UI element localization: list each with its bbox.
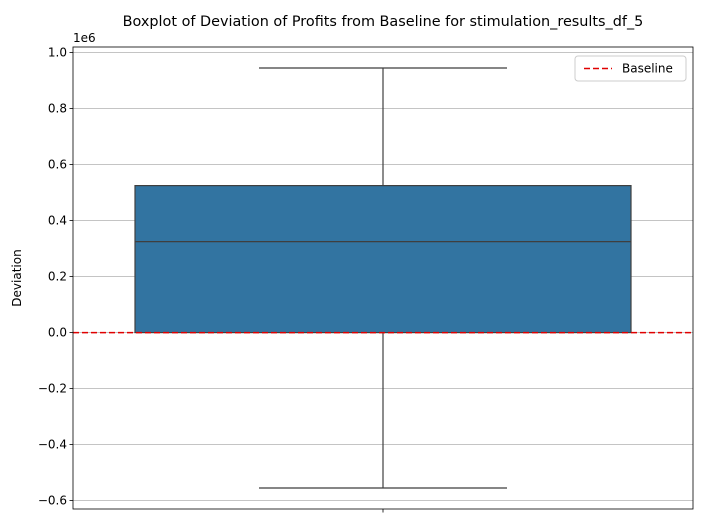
legend-entry-baseline: Baseline — [622, 62, 673, 76]
y-tick-label: −0.6 — [38, 494, 67, 508]
y-axis-label: Deviation — [10, 249, 24, 306]
legend-frame — [574, 55, 687, 82]
legend: Baseline — [574, 55, 687, 82]
boxplot — [134, 67, 632, 489]
y-tick-label: 0.0 — [48, 326, 67, 340]
y-tick-label: −0.2 — [38, 382, 67, 396]
y-tick-label: −0.4 — [38, 438, 67, 452]
y-offset-label: 1e6 — [73, 31, 96, 45]
box-iqr — [134, 185, 632, 334]
y-tick-label: 1.0 — [48, 46, 67, 60]
y-tick-label: 0.6 — [48, 158, 67, 172]
y-tick-label: 0.2 — [48, 270, 67, 284]
chart-title: Boxplot of Deviation of Profits from Bas… — [123, 14, 644, 30]
y-tick-label: 0.8 — [48, 102, 67, 116]
y-axis-ticks: −0.6 −0.4 −0.2 0.0 0.2 0.4 0.6 0.8 1.0 — [38, 46, 384, 513]
y-tick-label: 0.4 — [48, 214, 67, 228]
